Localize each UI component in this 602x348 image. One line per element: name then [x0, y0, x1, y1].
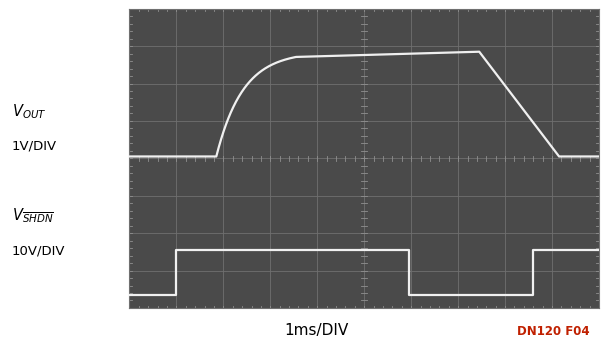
Text: $\mathit{V}_{\overline{\mathit{SHDN}}}$: $\mathit{V}_{\overline{\mathit{SHDN}}}$: [12, 206, 54, 225]
Text: DN120 F04: DN120 F04: [517, 325, 590, 338]
Text: $\mathit{V}_{\mathit{OUT}}$: $\mathit{V}_{\mathit{OUT}}$: [12, 102, 46, 121]
Text: 1ms/DIV: 1ms/DIV: [284, 323, 348, 338]
Text: 1V/DIV: 1V/DIV: [12, 140, 57, 153]
Text: 10V/DIV: 10V/DIV: [12, 244, 66, 257]
